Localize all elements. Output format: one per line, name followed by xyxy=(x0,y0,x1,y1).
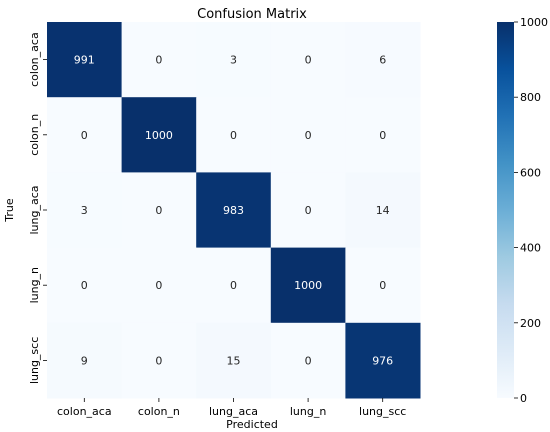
cell-value-label: 3 xyxy=(230,54,237,67)
cell-value-label: 976 xyxy=(372,354,393,367)
chart-title: Confusion Matrix xyxy=(197,7,307,22)
heatmap-cell xyxy=(121,22,197,98)
heatmap-cell xyxy=(121,172,197,249)
cell-value-label: 0 xyxy=(155,204,162,217)
heatmap-cell xyxy=(270,97,346,173)
cell-value-label: 0 xyxy=(155,354,162,367)
y-axis-ticks: colon_aca colon_n lung_aca lung_n lung_scc xyxy=(28,32,47,384)
heatmap-cell xyxy=(270,172,346,249)
heatmap-cell xyxy=(345,97,421,173)
heatmap-cell xyxy=(345,172,421,249)
heatmap-cell xyxy=(47,22,123,98)
x-axis-label: Predicted xyxy=(226,418,278,431)
y-tick-label: colon_n xyxy=(28,114,41,156)
cell-value-label: 0 xyxy=(81,279,88,292)
x-tick-label: lung_aca xyxy=(209,405,258,418)
cell-value-label: 0 xyxy=(230,129,237,142)
heatmap-cell xyxy=(47,322,123,399)
cell-value-label: 0 xyxy=(155,54,162,67)
heatmap-cell xyxy=(196,172,272,249)
cell-value-label: 15 xyxy=(227,354,241,367)
cell-value-label: 983 xyxy=(223,204,244,217)
cell-value-label: 14 xyxy=(376,204,390,217)
heatmap-cell xyxy=(47,97,123,173)
cell-value-label: 0 xyxy=(379,129,386,142)
x-tick-label: lung_scc xyxy=(359,405,406,418)
heatmap-cell xyxy=(270,22,346,98)
colorbar xyxy=(497,22,514,398)
colorbar-tick-label: 800 xyxy=(520,91,541,104)
cell-value-label: 0 xyxy=(379,279,386,292)
cell-value-label: 9 xyxy=(81,354,88,367)
cell-value-label: 0 xyxy=(230,279,237,292)
heatmap-cells: 991 0 3 0 6 0 1000 0 0 0 3 0 983 0 14 0 0 0 1000 0 9 0 15 0 976 xyxy=(47,22,421,399)
y-tick-label: lung_aca xyxy=(28,185,41,234)
colorbar-tick-label: 200 xyxy=(520,317,541,330)
cell-value-label: 1000 xyxy=(294,279,322,292)
cell-value-label: 0 xyxy=(305,204,312,217)
heatmap-cell xyxy=(196,22,272,98)
y-tick-label: lung_n xyxy=(28,267,41,303)
colorbar-ticks: 0 200 400 600 800 1000 xyxy=(514,16,548,405)
colorbar-tick-label: 0 xyxy=(520,392,527,405)
y-axis-label: True xyxy=(3,198,16,223)
heatmap-cell xyxy=(121,247,197,324)
colorbar-tick-label: 600 xyxy=(520,166,541,179)
x-axis-ticks: colon_aca colon_n lung_aca lung_n lung_scc xyxy=(57,398,406,418)
cell-value-label: 0 xyxy=(81,129,88,142)
colorbar-tick-label: 1000 xyxy=(520,16,548,29)
heatmap-cell xyxy=(196,97,272,173)
cell-value-label: 0 xyxy=(155,279,162,292)
x-tick-label: lung_n xyxy=(290,405,326,418)
cell-value-label: 0 xyxy=(305,354,312,367)
heatmap-cell xyxy=(270,322,346,399)
y-tick-label: lung_scc xyxy=(28,337,41,384)
colorbar-tick-label: 400 xyxy=(520,242,541,255)
heatmap-cell xyxy=(121,97,197,173)
y-tick-label: colon_aca xyxy=(28,32,41,87)
heatmap-cell xyxy=(121,322,197,399)
heatmap-cell xyxy=(196,247,272,324)
cell-value-label: 6 xyxy=(379,54,386,67)
cell-value-label: 991 xyxy=(74,54,95,67)
heatmap-cell xyxy=(345,247,421,324)
cell-value-label: 1000 xyxy=(145,129,173,142)
x-tick-label: colon_n xyxy=(138,405,180,418)
heatmap-cell xyxy=(270,247,346,324)
cell-value-label: 0 xyxy=(305,54,312,67)
heatmap-cell xyxy=(196,322,272,399)
heatmap-cell xyxy=(345,322,421,399)
heatmap-cell xyxy=(345,22,421,98)
cell-value-label: 0 xyxy=(305,129,312,142)
heatmap-cell xyxy=(47,247,123,324)
x-tick-label: colon_aca xyxy=(57,405,112,418)
heatmap-cell xyxy=(47,172,123,249)
cell-value-label: 3 xyxy=(81,204,88,217)
